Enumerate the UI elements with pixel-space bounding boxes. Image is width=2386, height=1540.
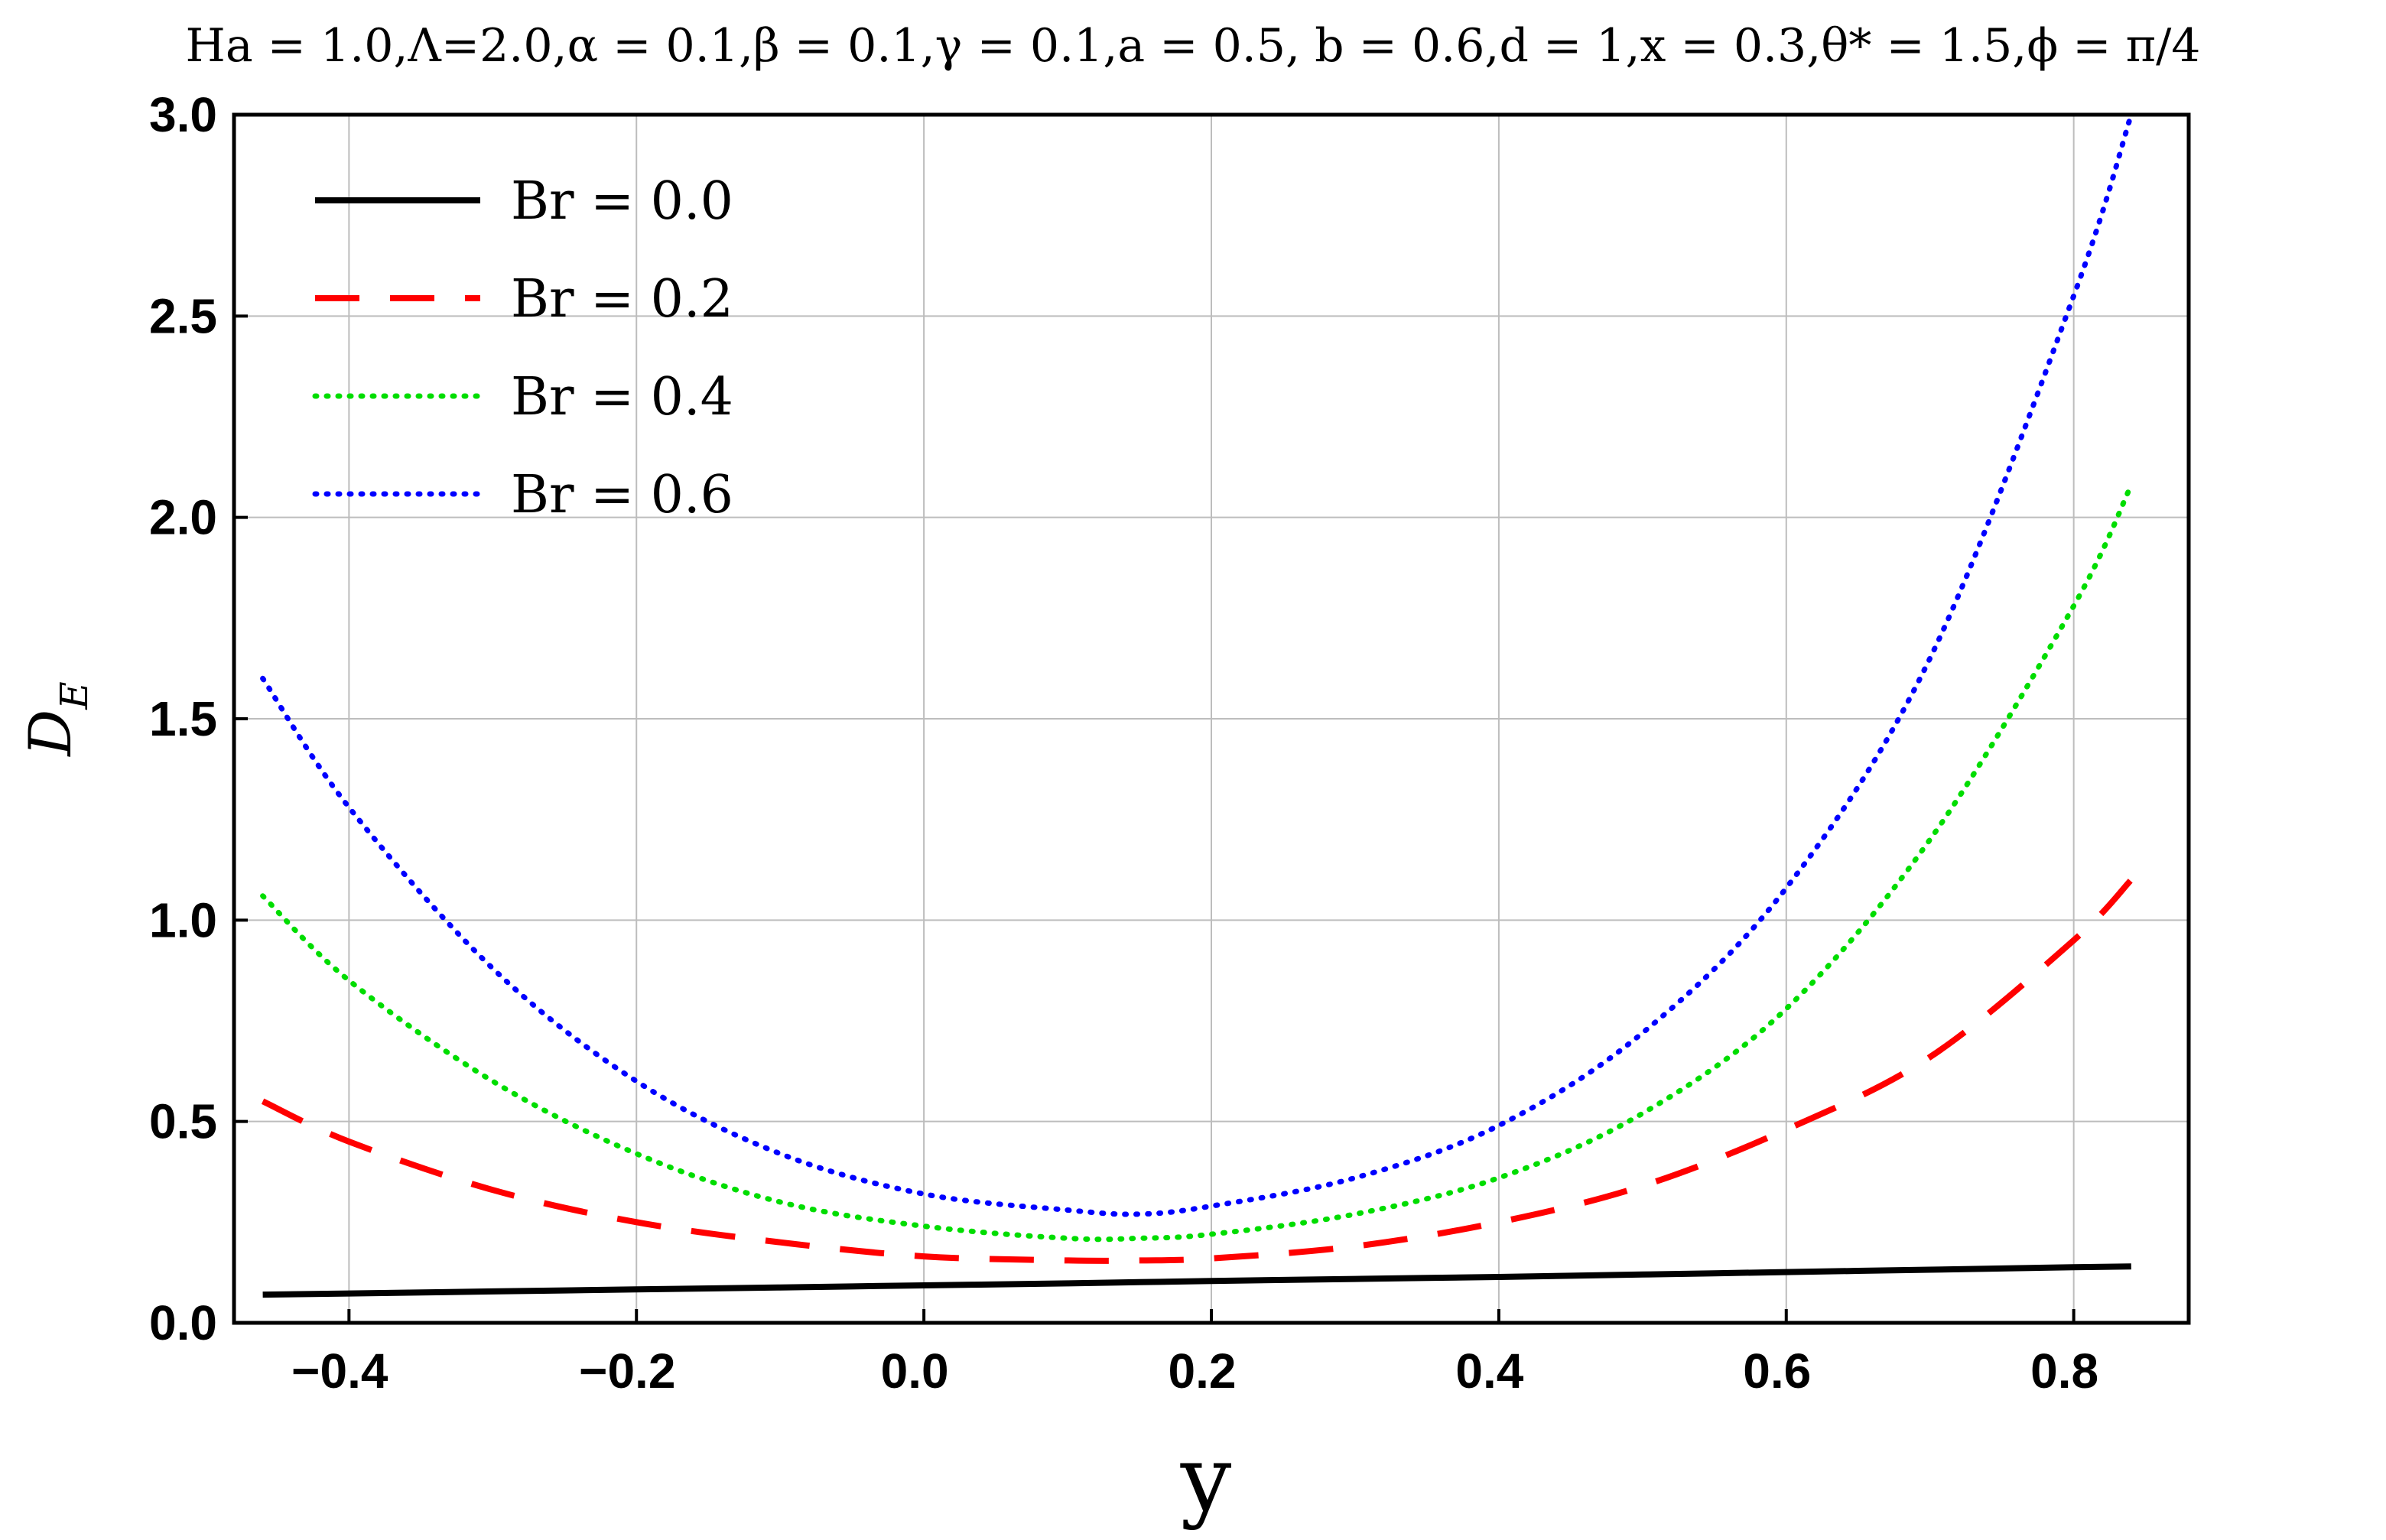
data-series (260, 112, 2134, 1298)
legend-label-1: Br = 0.2 (511, 269, 733, 330)
chart-title: Ha = 1.0,Λ=2.0,α = 0.1,β = 0.1,γ = 0.1,a… (186, 19, 2201, 73)
series-line-0 (262, 1263, 2131, 1298)
grid-lines (234, 115, 2189, 1323)
x-tick-label: 0.8 (2030, 1343, 2098, 1399)
y-tick-label: 1.5 (149, 691, 217, 746)
x-tick-label: 0.0 (881, 1343, 949, 1399)
x-tick-label: −0.4 (291, 1343, 388, 1399)
y-axis-label-main: D (16, 710, 84, 758)
y-axis-label: DE (16, 681, 96, 757)
series-line-1 (261, 877, 2134, 1264)
x-tick-label: 0.6 (1743, 1343, 1811, 1399)
series-line-3 (260, 112, 2134, 1217)
axis-ticks: −0.4 −0.2 0.0 0.2 0.4 0.6 0.8 0.0 0.5 1.0 1.5 2.0 2.… (149, 87, 2098, 1399)
legend-label-3: Br = 0.6 (511, 465, 733, 525)
series-line-2 (260, 482, 2134, 1243)
y-tick-label: 3.0 (149, 87, 217, 142)
x-tick-label: 0.4 (1455, 1343, 1523, 1399)
y-axis-label-subscript: E (52, 681, 96, 710)
y-tick-label: 0.5 (149, 1094, 217, 1149)
y-tick-label: 0.0 (149, 1295, 217, 1350)
x-axis-label: y (1180, 1426, 1232, 1532)
y-tick-label: 2.0 (149, 490, 217, 545)
legend-label-2: Br = 0.4 (511, 367, 733, 427)
legend-label-0: Br = 0.0 (511, 171, 733, 232)
x-tick-label: −0.2 (579, 1343, 675, 1399)
y-tick-label: 1.0 (149, 892, 217, 947)
y-tick-label: 2.5 (149, 288, 217, 343)
x-tick-label: 0.2 (1169, 1343, 1237, 1399)
legend: Br = 0.0 Br = 0.2 Br = 0.4 Br = 0.6 (312, 171, 733, 525)
